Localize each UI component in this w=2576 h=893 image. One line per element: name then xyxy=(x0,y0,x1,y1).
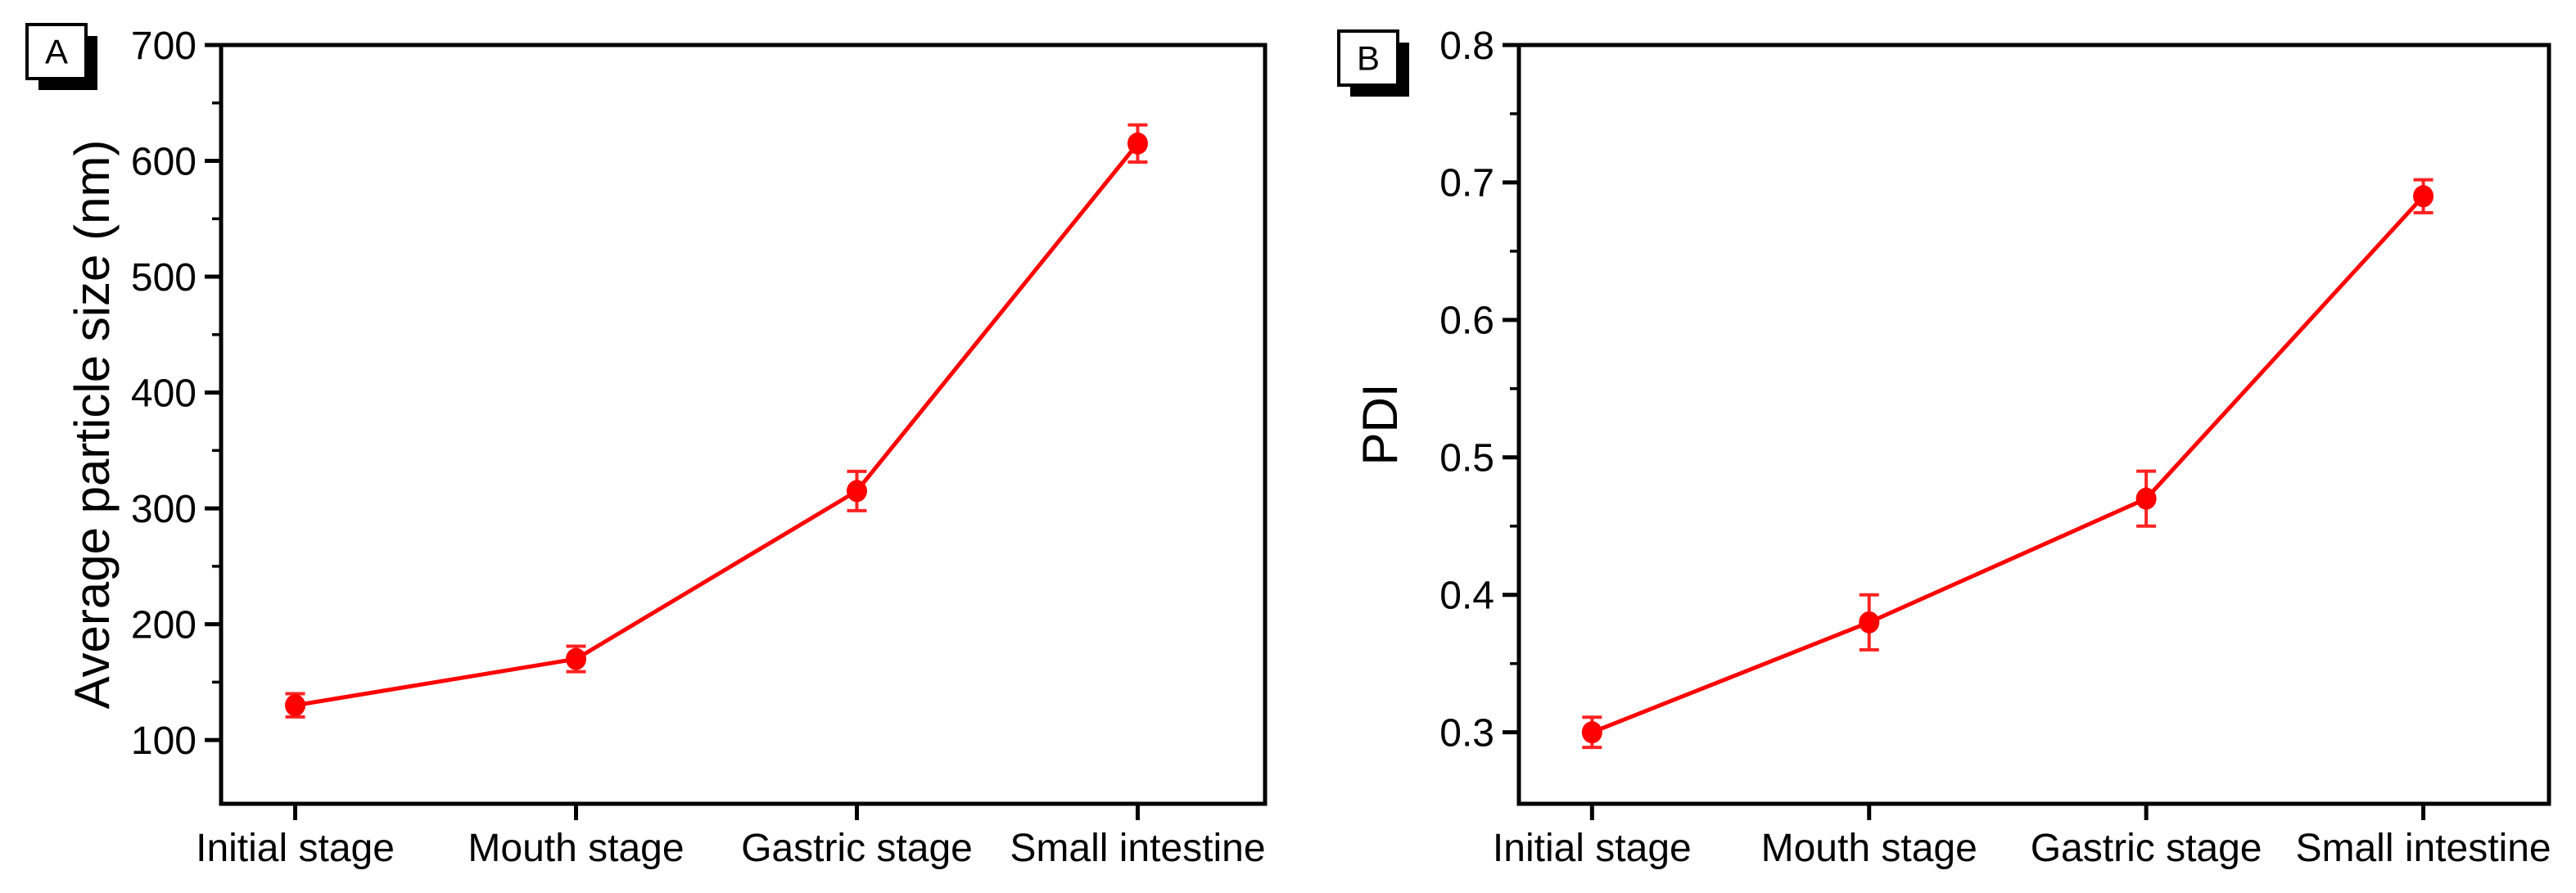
y-tick-label: 0.6 xyxy=(1439,300,1494,343)
data-point xyxy=(566,647,586,670)
data-point xyxy=(2413,185,2434,208)
data-point xyxy=(285,694,306,717)
x-category-label: Initial stage xyxy=(196,827,395,870)
series-line xyxy=(1591,195,2425,734)
x-category-label: Mouth stage xyxy=(468,827,684,870)
chart-b: 0.3 0.4 0.5 0.6 0.7 0.8 Initial stage Mouth sta… xyxy=(1337,25,2551,870)
y-tick-label: 0.5 xyxy=(1439,437,1494,480)
data-point xyxy=(1859,611,1880,634)
panel-label-box: A xyxy=(25,23,97,90)
data-point xyxy=(1127,132,1148,155)
y-tick-label: 200 xyxy=(131,603,197,647)
x-category-label: Small intestine xyxy=(2295,827,2551,870)
y-tick-label: 600 xyxy=(131,140,197,183)
panel-label: A xyxy=(45,33,68,71)
y-tick-label: 400 xyxy=(131,372,197,415)
y-tick-label: 300 xyxy=(131,488,197,531)
x-category-label: Mouth stage xyxy=(1761,827,1977,870)
panel-label-face xyxy=(25,23,88,80)
panel-label-box: B xyxy=(1337,29,1409,97)
y-axis-title: Average particle size (nm) xyxy=(65,140,120,710)
y-tick-label: 100 xyxy=(131,719,197,763)
panel-b: 0.3 0.4 0.5 0.6 0.7 0.8 Initial stage Mouth sta… xyxy=(1288,0,2576,893)
panel-label-face xyxy=(1337,29,1399,87)
plot-frame xyxy=(219,43,1268,806)
y-tick-label: 0.4 xyxy=(1439,575,1494,618)
y-axis-title: PDI xyxy=(1353,383,1408,465)
y-tick-label: 0.7 xyxy=(1439,162,1494,205)
panel-label: B xyxy=(1357,39,1380,78)
plot-frame xyxy=(1516,43,2551,806)
y-tick-label: 500 xyxy=(131,256,197,300)
y-tick-label: 700 xyxy=(131,25,197,68)
data-point xyxy=(2135,487,2157,510)
y-tick-label: 0.3 xyxy=(1439,711,1494,755)
x-category-label: Gastric stage xyxy=(2031,827,2262,870)
data-point xyxy=(846,480,867,503)
series-line xyxy=(295,142,1140,708)
x-category-label: Initial stage xyxy=(1493,827,1692,870)
y-tick-label: 0.8 xyxy=(1439,25,1494,68)
x-category-label: Small intestine xyxy=(1010,827,1265,870)
chart-a: 100 200 300 400 500 600 700 Initial stage Mouth … xyxy=(25,23,1268,870)
panel-a: 100 200 300 400 500 600 700 Initial stage Mouth … xyxy=(25,23,1268,870)
data-point xyxy=(1581,721,1602,744)
x-category-label: Gastric stage xyxy=(741,827,973,870)
